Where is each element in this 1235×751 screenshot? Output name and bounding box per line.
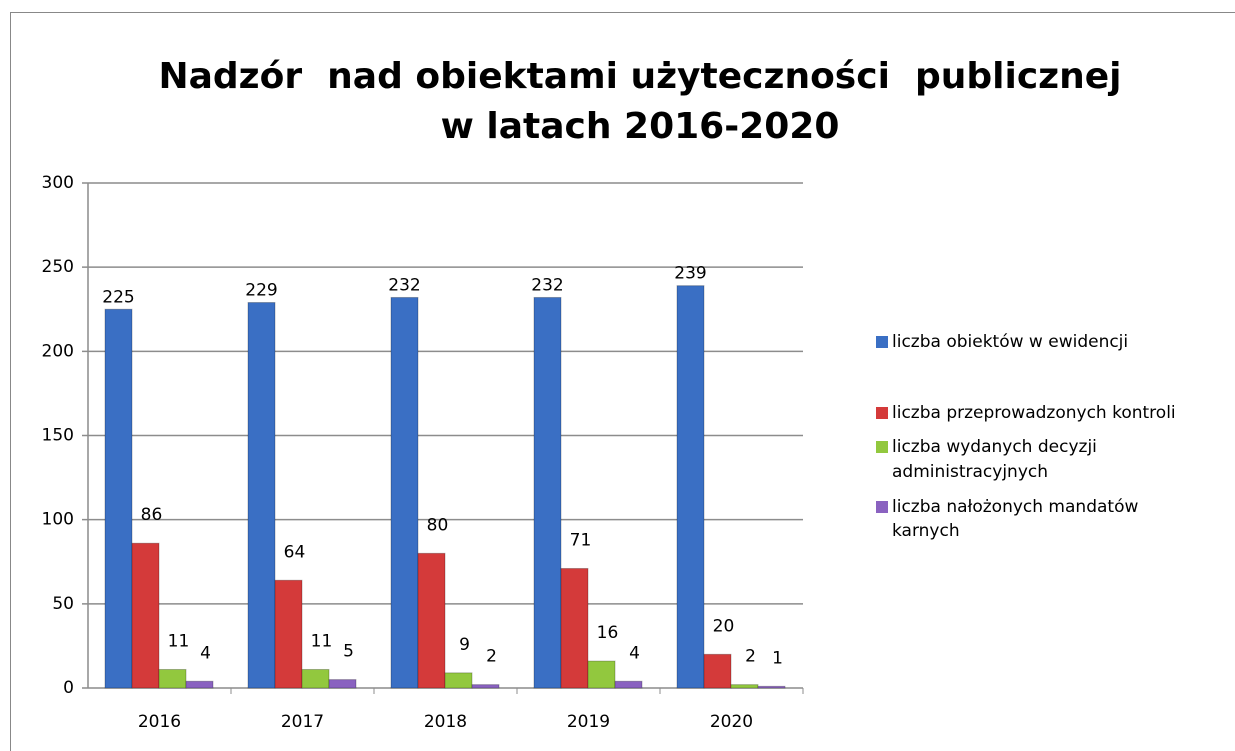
bar: [587, 660, 616, 689]
legend-entry: liczba obiektów w ewidencji: [876, 330, 1176, 355]
data-label: 64: [284, 542, 306, 562]
bar: [274, 579, 303, 689]
data-label: 20: [713, 616, 735, 636]
chart-title: Nadzór nad obiektami użyteczności public…: [158, 56, 1121, 97]
data-label: 225: [102, 287, 134, 307]
data-label: 2: [486, 647, 497, 667]
legend-swatch: [876, 406, 888, 419]
x-tick-label: 2017: [281, 712, 324, 732]
data-label: 11: [168, 631, 190, 651]
legend-swatch: [876, 441, 888, 454]
data-label: 11: [311, 631, 333, 651]
data-label: 1: [772, 648, 783, 668]
data-label: 71: [570, 530, 592, 550]
bar: [301, 668, 330, 689]
data-label: 16: [597, 623, 619, 643]
data-label: 232: [388, 275, 420, 295]
legend-label: liczba obiektów w ewidencji: [892, 332, 1129, 352]
x-tick-label: 2018: [424, 712, 467, 732]
data-label: 2: [745, 647, 756, 667]
bar: [104, 308, 133, 689]
y-tick-label: 250: [42, 257, 74, 277]
data-label: 86: [141, 505, 163, 525]
legend-swatch: [876, 500, 888, 513]
bar: [614, 680, 643, 689]
legend-label: liczba przeprowadzonych kontroli: [892, 402, 1176, 423]
y-tick-label: 200: [42, 341, 74, 361]
data-label: 4: [200, 643, 211, 663]
data-label: 239: [674, 264, 706, 284]
y-tick-label: 50: [52, 594, 74, 614]
y-tick-label: 300: [42, 173, 74, 193]
bar: [158, 668, 187, 689]
chart-title: w latach 2016-2020: [441, 106, 840, 147]
x-tick-label: 2019: [567, 712, 610, 732]
data-label: 232: [531, 275, 563, 295]
bar: [560, 567, 589, 689]
legend-swatch: [876, 336, 888, 348]
frame: [10, 12, 1235, 751]
bar: [757, 685, 786, 689]
data-label: 80: [427, 515, 449, 535]
y-tick-label: 100: [42, 510, 74, 530]
bar: [533, 296, 562, 689]
data-label: 5: [343, 642, 354, 662]
bar: [247, 302, 276, 689]
x-tick-label: 2016: [138, 712, 181, 732]
bar: [471, 684, 500, 689]
bar: [444, 672, 473, 689]
bar: [328, 679, 357, 689]
bar: [676, 285, 705, 689]
bar: [131, 542, 160, 689]
bar: [390, 296, 419, 689]
x-tick-label: 2020: [710, 712, 753, 732]
legend: liczba obiektów w ewidencji liczba przepr…: [876, 330, 1176, 554]
legend-entry: liczba przeprowadzonych kontroli: [876, 401, 1176, 426]
bar: [703, 653, 732, 689]
data-label: 4: [629, 643, 640, 663]
y-tick-label: 0: [63, 678, 74, 698]
legend-entry: liczba nałożonych mandatów karnych: [876, 495, 1176, 544]
bar: [185, 680, 214, 689]
y-tick-label: 150: [42, 426, 74, 446]
data-label: 9: [459, 635, 470, 655]
legend-label: liczba wydanych decyzji administracyjnyc…: [892, 437, 1097, 482]
bar: [730, 684, 759, 689]
legend-entry: liczba wydanych decyzji administracyjnyc…: [876, 435, 1176, 484]
legend-label: liczba nałożonych mandatów karnych: [892, 496, 1139, 542]
bar: [417, 552, 446, 689]
data-label: 229: [245, 281, 277, 301]
